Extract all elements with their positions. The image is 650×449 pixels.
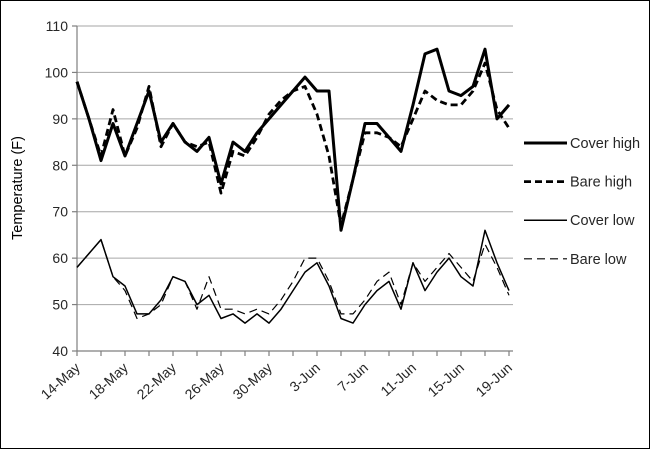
x-tick-label: 22-May [134, 359, 179, 402]
x-tick-label: 30-May [230, 359, 275, 402]
legend-label: Cover low [570, 213, 635, 229]
x-tick-label: 7-Jun [334, 359, 371, 394]
y-tick-label: 110 [46, 18, 69, 34]
axes [72, 25, 513, 356]
x-tick-label: 18-May [86, 359, 131, 402]
legend-item-bare-high: Bare high [524, 175, 632, 191]
x-tick-label: 26-May [182, 359, 227, 402]
legend-label: Cover high [570, 136, 640, 152]
legend-item-cover-low: Cover low [524, 213, 635, 229]
series-line-cover-high [75, 47, 511, 232]
x-tick-label: 14-May [38, 359, 83, 402]
y-tick-label: 70 [52, 204, 68, 220]
legend: Cover high Bare high Cover low Bare low [524, 136, 640, 268]
y-axis-title: Temperature (F) [10, 136, 26, 240]
series-line-bare-low [76, 239, 510, 320]
y-tick-label: 80 [52, 157, 68, 173]
y-tick-label: 90 [52, 111, 68, 127]
y-tick-label: 50 [52, 297, 68, 313]
x-tick-label: 3-Jun [286, 359, 323, 394]
legend-item-bare-low: Bare low [524, 252, 627, 268]
gridlines [77, 25, 513, 306]
y-tick-label: 40 [52, 343, 68, 359]
x-tick-label: 15-Jun [424, 359, 467, 400]
series-line-cover-low [76, 229, 510, 324]
legend-label: Bare high [570, 175, 632, 191]
series-line-bare-high [75, 61, 511, 228]
y-tick-label: 100 [45, 64, 69, 80]
legend-label: Bare low [570, 252, 627, 268]
y-tick-label: 60 [52, 250, 68, 266]
x-tick-label: 19-Jun [472, 359, 515, 400]
legend-item-cover-high: Cover high [524, 136, 640, 152]
data-series [75, 47, 511, 324]
x-tick-label: 11-Jun [377, 359, 419, 399]
